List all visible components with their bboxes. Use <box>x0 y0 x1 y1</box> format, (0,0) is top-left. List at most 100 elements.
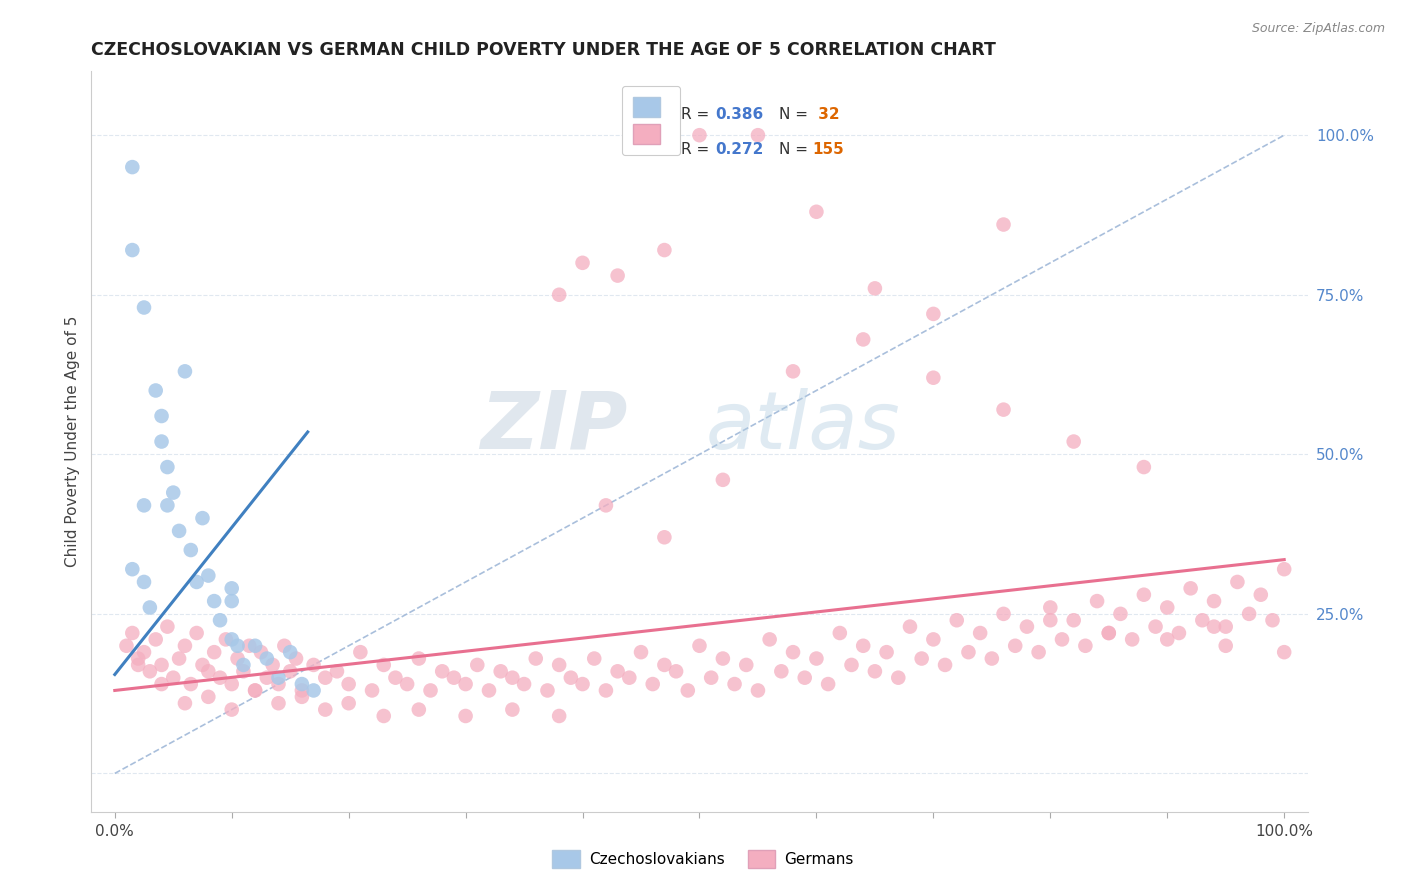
Point <box>186 626 208 640</box>
Point <box>1098 626 1121 640</box>
Point <box>314 671 336 685</box>
Point <box>571 677 593 691</box>
Point <box>957 645 980 659</box>
Point <box>208 613 231 627</box>
Point <box>654 657 676 672</box>
Point <box>465 657 488 672</box>
Point <box>934 657 956 672</box>
Point <box>250 645 273 659</box>
Point <box>922 632 945 647</box>
Point <box>665 665 688 679</box>
Point <box>150 434 173 449</box>
Point <box>174 364 197 378</box>
Y-axis label: Child Poverty Under the Age of 5: Child Poverty Under the Age of 5 <box>65 316 80 567</box>
Point <box>1180 582 1202 596</box>
Point <box>863 281 886 295</box>
Point <box>202 594 225 608</box>
Point <box>384 671 406 685</box>
Point <box>326 665 349 679</box>
Point <box>688 639 710 653</box>
Point <box>180 543 202 558</box>
Point <box>349 645 371 659</box>
Point <box>1156 600 1178 615</box>
Point <box>215 632 238 647</box>
Point <box>828 626 851 640</box>
Point <box>806 651 828 665</box>
Point <box>285 651 308 665</box>
Point <box>197 568 219 582</box>
Text: R =: R = <box>682 142 714 157</box>
Point <box>174 639 197 653</box>
Text: 32: 32 <box>813 107 839 122</box>
Point <box>1133 460 1156 475</box>
Point <box>278 665 301 679</box>
Point <box>630 645 652 659</box>
Point <box>993 218 1015 232</box>
Point <box>1202 594 1225 608</box>
Point <box>132 645 155 659</box>
Point <box>782 645 804 659</box>
Point <box>156 460 179 475</box>
Point <box>676 683 699 698</box>
Text: N =: N = <box>779 142 813 157</box>
Point <box>852 333 875 347</box>
Point <box>513 677 536 691</box>
Point <box>197 665 219 679</box>
Point <box>1215 639 1237 653</box>
Text: 155: 155 <box>813 142 845 157</box>
Point <box>145 384 167 398</box>
Point <box>443 671 465 685</box>
Point <box>127 657 149 672</box>
Point <box>226 651 249 665</box>
Point <box>361 683 384 698</box>
Point <box>1191 613 1213 627</box>
Point <box>911 651 934 665</box>
Point <box>536 683 558 698</box>
Point <box>770 665 793 679</box>
Point <box>1226 574 1249 589</box>
Point <box>226 639 249 653</box>
Point <box>560 671 582 685</box>
Point <box>1168 626 1191 640</box>
Point <box>243 683 266 698</box>
Text: 0.386: 0.386 <box>716 107 763 122</box>
Point <box>876 645 898 659</box>
Point <box>489 665 512 679</box>
Point <box>711 651 734 665</box>
Point <box>571 256 593 270</box>
Point <box>852 639 875 653</box>
Text: 0.272: 0.272 <box>716 142 763 157</box>
Point <box>156 499 179 513</box>
Text: atlas: atlas <box>706 388 900 466</box>
Point <box>595 499 617 513</box>
Point <box>121 160 143 174</box>
Point <box>167 524 190 538</box>
Legend: Czechoslovakians, Germans: Czechoslovakians, Germans <box>544 843 862 875</box>
Point <box>186 574 208 589</box>
Point <box>782 364 804 378</box>
Point <box>454 709 477 723</box>
Point <box>278 645 301 659</box>
Point <box>548 709 571 723</box>
Point <box>583 651 606 665</box>
Point <box>337 677 360 691</box>
Point <box>1050 632 1073 647</box>
Point <box>1028 645 1050 659</box>
Point <box>256 671 278 685</box>
Point <box>180 677 202 691</box>
Point <box>1202 619 1225 633</box>
Point <box>817 677 839 691</box>
Point <box>688 128 710 143</box>
Point <box>121 562 143 576</box>
Point <box>373 657 395 672</box>
Point <box>419 683 441 698</box>
Point <box>501 671 523 685</box>
Point <box>641 677 664 691</box>
Point <box>1063 613 1085 627</box>
Point <box>711 473 734 487</box>
Point <box>993 402 1015 417</box>
Point <box>121 626 143 640</box>
Point <box>524 651 547 665</box>
Point <box>758 632 780 647</box>
Point <box>619 671 641 685</box>
